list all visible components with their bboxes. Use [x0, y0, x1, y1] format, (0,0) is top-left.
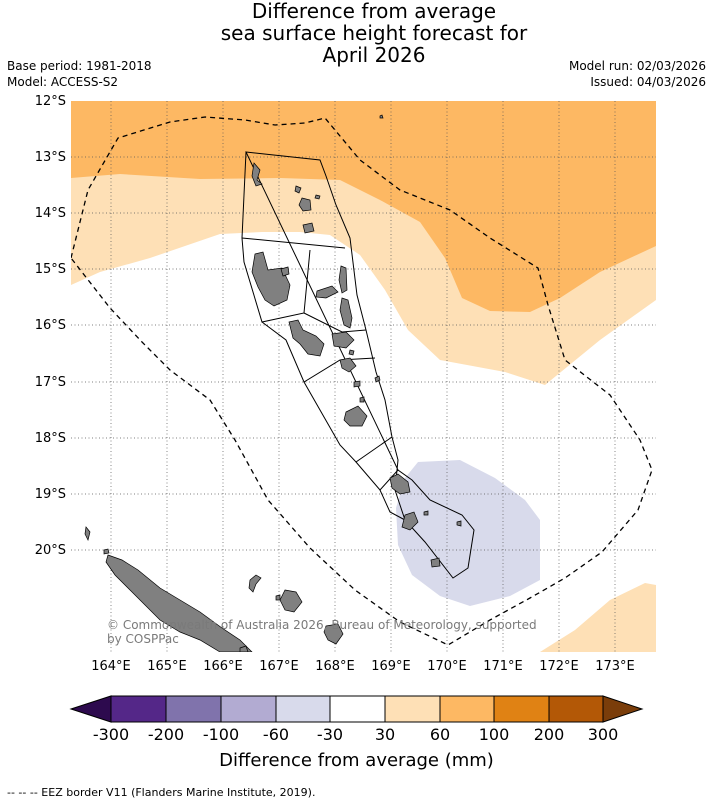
island-mare	[323, 623, 344, 645]
island-pentecost	[339, 297, 353, 329]
island-ouvea	[248, 574, 262, 593]
island-erromango	[389, 473, 411, 495]
lon-label: 169°E	[371, 659, 411, 674]
lon-label: 170°E	[427, 659, 467, 674]
colorbar-bin	[385, 696, 440, 722]
colorbar-title: Difference from average (mm)	[219, 750, 494, 771]
island-epi	[339, 357, 357, 373]
island-banks-small	[294, 185, 302, 194]
island-mere-lava	[302, 222, 315, 234]
lat-label: 19°S	[34, 487, 66, 502]
island-matthew	[374, 375, 381, 383]
colorbar-tick-label: 200	[533, 725, 565, 744]
colorbar-tick-label: 30	[374, 725, 396, 744]
island-malo	[280, 266, 290, 277]
island-torres	[251, 162, 263, 187]
island-tanna	[401, 511, 419, 531]
colorbar-dividers	[110, 695, 604, 723]
lon-label: 168°E	[315, 659, 355, 674]
map-title: Difference from average sea surface heig…	[0, 0, 713, 66]
island-aneityum	[430, 557, 441, 568]
colorbar-tick-label: 300	[587, 725, 619, 744]
island-belep	[84, 526, 91, 542]
colorbar-over-arrow	[602, 695, 644, 723]
ssh-contour-60-100	[71, 101, 656, 312]
colorbar-tick-label: -30	[316, 725, 344, 744]
colorbar-bin	[221, 696, 276, 722]
colorbar-tick-label: -300	[92, 725, 130, 744]
lat-label: 12°S	[34, 94, 66, 109]
island-nc-north-islet	[103, 548, 110, 555]
lat-label: 18°S	[34, 431, 66, 446]
title-line-1: Difference from average	[251, 0, 497, 23]
lat-label: 20°S	[34, 543, 66, 558]
lon-label: 165°E	[147, 659, 187, 674]
island-tongoa	[353, 380, 361, 388]
forecast-map	[71, 101, 656, 652]
lon-label: 166°E	[203, 659, 243, 674]
lat-label: 15°S	[34, 262, 66, 277]
lon-label: 172°E	[539, 659, 579, 674]
island-dillon-rock	[423, 510, 429, 516]
colorbar-bin	[549, 696, 603, 722]
lon-label: 171°E	[483, 659, 523, 674]
meta-right: Model run: 02/03/2026 Issued: 04/03/2026	[569, 58, 706, 90]
ssh-contour-30-60-se	[540, 583, 656, 652]
colorbar-bin	[276, 696, 330, 722]
base-period-label: Base period: 1981-2018	[7, 59, 152, 73]
island-efate	[343, 405, 368, 427]
island-tiga	[275, 594, 281, 601]
island-ambae	[315, 285, 339, 299]
island-malakula	[288, 319, 325, 357]
island-espiritu-santo	[251, 251, 291, 307]
lat-label: 16°S	[34, 318, 66, 333]
lat-label: 17°S	[34, 375, 66, 390]
model-label: Model: ACCESS-S2	[7, 75, 119, 89]
eez-border	[71, 116, 653, 646]
island-hunter	[379, 114, 384, 119]
colorbar-tick-label: 60	[429, 725, 451, 744]
colorbar-bin	[330, 696, 385, 722]
colorbar-bin	[166, 696, 221, 722]
lat-label: 14°S	[34, 206, 66, 221]
colorbar-bin	[440, 696, 494, 722]
lon-label: 173°E	[595, 659, 635, 674]
island-gaua	[298, 197, 312, 212]
lat-label: 13°S	[34, 150, 66, 165]
colorbar-bin	[494, 696, 549, 722]
island-ambrym	[331, 331, 355, 349]
colorbar-tick-label: 100	[478, 725, 510, 744]
land-masses	[84, 114, 462, 652]
lon-label: 167°E	[259, 659, 299, 674]
colorbar-tick-label: -60	[262, 725, 290, 744]
lon-label: 164°E	[91, 659, 131, 674]
colorbar-under-arrow	[69, 695, 112, 723]
colorbar-tick-label: -100	[202, 725, 240, 744]
issued-label: Issued: 04/03/2026	[590, 75, 706, 89]
colorbar-bin	[111, 696, 166, 722]
eez-footnote: -- -- -- EEZ border V11 (Flanders Marine…	[7, 786, 316, 799]
island-futuna	[456, 520, 462, 527]
island-emae	[359, 396, 365, 403]
island-new-caledonia	[105, 554, 253, 652]
title-line-3: April 2026	[322, 43, 426, 67]
island-isle-of-pines	[239, 645, 249, 652]
island-maewo	[338, 265, 348, 294]
ssh-contour-neg30-neg60	[396, 460, 540, 606]
copyright-notice: © Commonwealth of Australia 2026, Bureau…	[107, 618, 537, 646]
model-run-label: Model run: 02/03/2026	[568, 59, 706, 73]
meta-left: Base period: 1981-2018 Model: ACCESS-S2	[7, 58, 152, 90]
island-paama	[348, 349, 355, 356]
title-line-2: sea surface height forecast for	[220, 21, 528, 45]
island-banks-dot	[314, 194, 321, 200]
colorbar-tick-label: -200	[147, 725, 185, 744]
